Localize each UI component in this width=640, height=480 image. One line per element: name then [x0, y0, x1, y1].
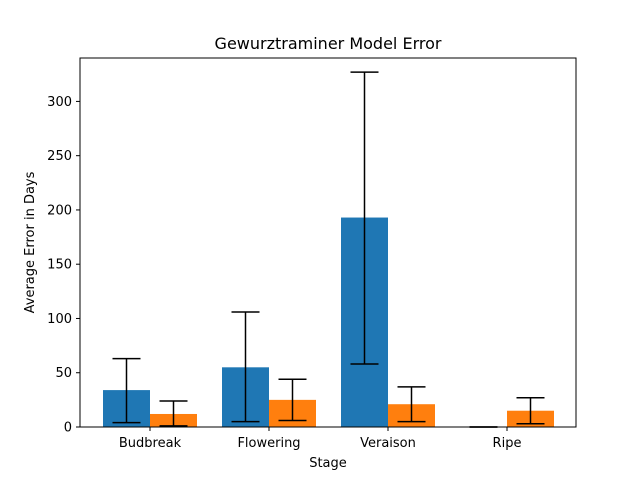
- y-axis: 0 50 100 150 200 250 300: [47, 95, 80, 436]
- error-bar-s2-flowering: [278, 378, 307, 422]
- y-tick-label: 200: [47, 203, 72, 218]
- error-bar-s1-veraison: [350, 71, 379, 365]
- error-bar-s2-ripe: [516, 396, 545, 425]
- y-tick-label: 150: [47, 258, 72, 273]
- y-tick-label: 50: [55, 366, 72, 381]
- x-tick-label-ripe: Ripe: [493, 436, 522, 451]
- error-bar-s1-budbreak: [112, 357, 141, 424]
- error-bar-s2-budbreak: [159, 400, 188, 427]
- y-tick-label: 250: [47, 149, 72, 164]
- x-tick-label-budbreak: Budbreak: [119, 436, 182, 451]
- y-tick-label: 100: [47, 312, 72, 327]
- chart-title: Gewurztraminer Model Error: [215, 34, 442, 53]
- y-tick-label: 0: [64, 421, 72, 436]
- x-tick-label-veraison: Veraison: [360, 436, 416, 451]
- bars-layer: [103, 217, 554, 427]
- x-axis: Budbreak Flowering Veraison Ripe: [119, 427, 522, 451]
- plot-frame: [79, 57, 577, 428]
- error-bars-layer: [112, 71, 545, 428]
- x-axis-label: Stage: [309, 456, 347, 471]
- y-tick-label: 300: [47, 95, 72, 110]
- error-bar-s1-flowering: [231, 311, 260, 423]
- x-tick-label-flowering: Flowering: [237, 436, 300, 451]
- y-axis-label: Average Error in Days: [23, 171, 38, 313]
- error-bar-s2-veraison: [397, 386, 426, 423]
